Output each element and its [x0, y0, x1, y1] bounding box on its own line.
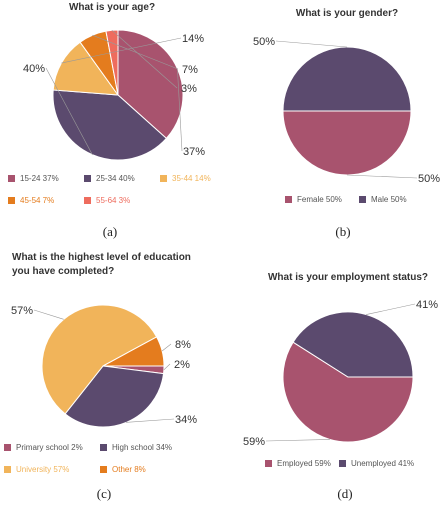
value-label: 37%	[183, 146, 205, 158]
value-label: 3%	[181, 83, 197, 95]
legend-swatch	[8, 197, 15, 204]
legend-label: 45-54 7%	[20, 196, 54, 205]
legend-swatch	[8, 175, 15, 182]
legend-item: 35-44 14%	[160, 174, 211, 183]
legend-label: 35-44 14%	[172, 174, 211, 183]
chart-panel-gender: What is your gender? 50% 50% Female 50% Ma…	[221, 0, 441, 255]
leader-line	[126, 418, 175, 423]
legend-label: 55-64 3%	[96, 196, 130, 205]
value-labels: 50% 50%	[253, 36, 440, 185]
leader-line	[111, 30, 178, 89]
legend-label: Primary school 2%	[16, 443, 83, 452]
legend-swatch	[4, 466, 11, 473]
leader-line	[61, 37, 182, 64]
legend-item: 25-34 40%	[84, 174, 135, 183]
legend-swatch	[4, 444, 11, 451]
legend-label: Male 50%	[371, 195, 407, 204]
legend-item: 55-64 3%	[84, 196, 130, 205]
legend: Female 50% Male 50%	[285, 195, 407, 204]
leader-line	[92, 34, 179, 70]
legend-item: University 57%	[4, 465, 69, 474]
pie-slice-male	[282, 46, 412, 112]
legend-item: 15-24 37%	[8, 174, 59, 183]
chart-title: What is your age?	[69, 2, 155, 13]
sub-caption: (c)	[97, 486, 111, 501]
chart-title: What is your employment status?	[268, 272, 428, 283]
legend: Primary school 2% High school 34% Universi…	[4, 443, 172, 474]
legend-swatch	[339, 460, 346, 467]
legend-label: Other 8%	[112, 465, 146, 474]
legend-swatch	[160, 175, 167, 182]
value-label: 7%	[182, 64, 198, 76]
pie-slices	[282, 311, 414, 443]
value-label: 50%	[253, 36, 275, 48]
legend-swatch	[265, 460, 272, 467]
leader-line	[275, 40, 348, 48]
pie-slices	[52, 29, 184, 161]
legend-label: 15-24 37%	[20, 174, 59, 183]
leader-line	[161, 343, 172, 352]
legend-label: Female 50%	[297, 195, 342, 204]
value-label: 57%	[11, 305, 33, 317]
pie-slice-unemployed	[292, 311, 414, 378]
sub-caption: (a)	[103, 224, 117, 239]
value-labels: 37% 40% 14% 7% 3%	[23, 30, 205, 158]
legend-label: Unemployed 41%	[351, 459, 414, 468]
legend-item: Primary school 2%	[4, 443, 83, 452]
pie-slice-female	[282, 110, 412, 176]
legend-label: 25-34 40%	[96, 174, 135, 183]
legend-item: Other 8%	[100, 465, 146, 474]
leader-line	[265, 439, 330, 442]
legend-label: University 57%	[16, 465, 69, 474]
pie-slice-university	[41, 304, 158, 415]
value-label: 50%	[418, 173, 440, 185]
legend-item: Employed 59%	[265, 459, 331, 468]
legend: 15-24 37% 25-34 40% 35-44 14% 45-54 7% 55-64…	[8, 174, 211, 205]
value-label: 34%	[175, 414, 197, 426]
legend-item: High school 34%	[100, 443, 172, 452]
leader-line	[45, 67, 93, 155]
legend-swatch	[84, 197, 91, 204]
chart-panel-age: What is your age? 37% 40% 14% 7% 3% 15-24 37…	[0, 0, 220, 255]
sub-caption: (d)	[337, 486, 352, 501]
value-label: 41%	[416, 299, 438, 311]
value-labels: 59% 41%	[243, 299, 438, 448]
value-label: 2%	[174, 359, 190, 371]
chart-title: What is your gender?	[296, 8, 398, 19]
chart-title: What is the highest level of education y…	[12, 252, 194, 277]
chart-title-line-1: What is the highest level of education	[12, 252, 191, 263]
leader-line	[366, 303, 416, 315]
leader-line	[163, 363, 171, 371]
value-label: 14%	[182, 33, 204, 45]
value-label: 59%	[243, 436, 265, 448]
legend-label: High school 34%	[112, 443, 172, 452]
chart-title-line-2: you have completed?	[12, 266, 114, 277]
leader-line	[346, 174, 418, 179]
legend-swatch	[285, 196, 292, 203]
sub-caption: (b)	[335, 224, 350, 239]
pie-slices	[41, 304, 165, 428]
legend-item: 45-54 7%	[8, 196, 54, 205]
legend-item: Female 50%	[285, 195, 342, 204]
pie-slices	[282, 46, 412, 176]
legend-swatch	[100, 444, 107, 451]
leader-line	[33, 309, 64, 320]
value-label: 8%	[175, 339, 191, 351]
legend-label: Employed 59%	[277, 459, 331, 468]
value-labels: 2% 34% 57% 8%	[11, 305, 197, 426]
legend-swatch	[100, 466, 107, 473]
leader-line	[177, 68, 183, 152]
legend-swatch	[84, 175, 91, 182]
legend-item: Unemployed 41%	[339, 459, 414, 468]
legend-item: Male 50%	[359, 195, 407, 204]
pie-slice-other	[102, 336, 165, 367]
legend: Employed 59% Unemployed 41%	[265, 459, 414, 468]
value-label: 40%	[23, 63, 45, 75]
legend-swatch	[359, 196, 366, 203]
chart-panel-education: What is the highest level of education y…	[0, 252, 220, 510]
chart-panel-employment: What is your employment status? 59% 41% E…	[221, 255, 441, 510]
